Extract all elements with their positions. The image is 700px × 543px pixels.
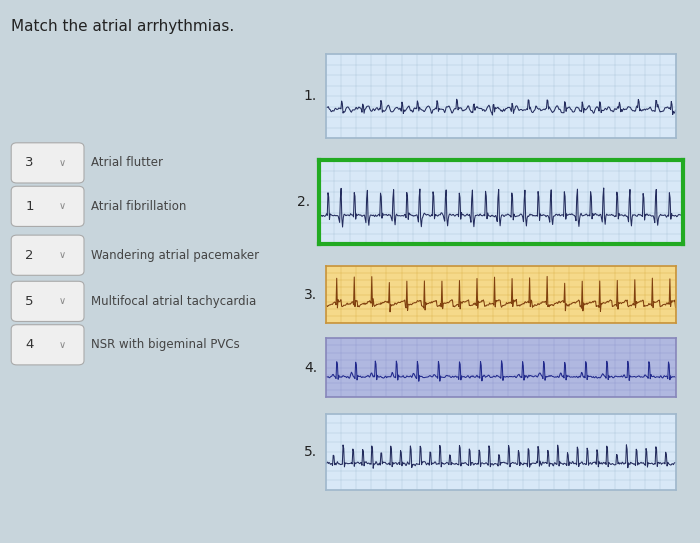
- Text: NSR with bigeminal PVCs: NSR with bigeminal PVCs: [91, 338, 239, 351]
- Text: 2: 2: [25, 249, 34, 262]
- FancyBboxPatch shape: [11, 281, 84, 321]
- Text: Match the atrial arrhythmias.: Match the atrial arrhythmias.: [11, 19, 234, 34]
- Text: Atrial flutter: Atrial flutter: [91, 156, 163, 169]
- Text: ∨: ∨: [59, 250, 66, 260]
- FancyBboxPatch shape: [11, 325, 84, 365]
- FancyBboxPatch shape: [11, 235, 84, 275]
- Text: 4.: 4.: [304, 361, 317, 375]
- Text: ∨: ∨: [59, 158, 66, 168]
- Text: 4: 4: [25, 338, 34, 351]
- Text: ∨: ∨: [59, 340, 66, 350]
- Text: ∨: ∨: [59, 296, 66, 306]
- Text: 1.: 1.: [304, 90, 317, 103]
- Text: 3: 3: [25, 156, 34, 169]
- Text: Multifocal atrial tachycardia: Multifocal atrial tachycardia: [91, 295, 256, 308]
- Text: Wandering atrial pacemaker: Wandering atrial pacemaker: [91, 249, 259, 262]
- FancyBboxPatch shape: [11, 186, 84, 226]
- Text: ∨: ∨: [59, 201, 66, 211]
- Text: 5.: 5.: [304, 445, 317, 459]
- Text: 5: 5: [25, 295, 34, 308]
- Text: 3.: 3.: [304, 288, 317, 301]
- Text: 2.: 2.: [297, 195, 310, 209]
- FancyBboxPatch shape: [11, 143, 84, 183]
- Text: 1: 1: [25, 200, 34, 213]
- Text: Atrial fibrillation: Atrial fibrillation: [91, 200, 186, 213]
